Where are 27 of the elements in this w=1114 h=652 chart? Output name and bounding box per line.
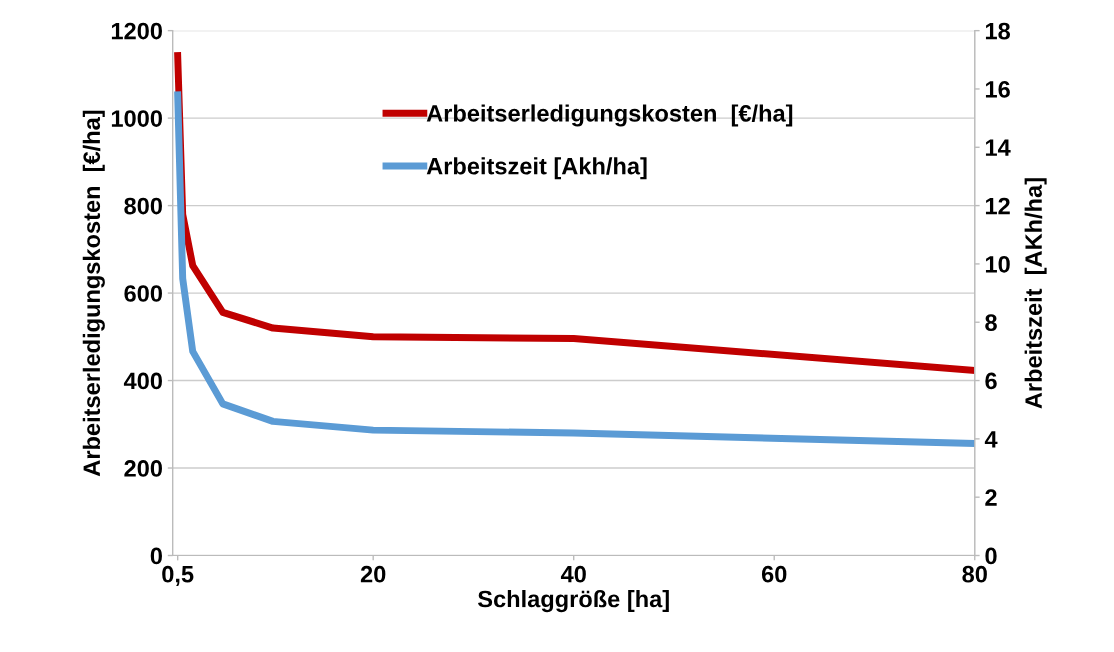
y2-tick-label: 2 <box>985 489 997 506</box>
y2-axis-title: Arbeitszeit [AKh/ha] <box>1024 178 1047 409</box>
y-tick-label: 0 <box>150 547 162 565</box>
y2-tick-label: 0 <box>985 547 997 565</box>
legend-label: Arbeitszeit [Akh/ha] <box>426 157 647 180</box>
y-axis-title: Arbeitserledigungskosten [€/ha] <box>82 110 105 477</box>
y2-tick-label: 6 <box>985 372 997 390</box>
legend-label: Arbeitserledigungskosten [€/ha] <box>426 104 793 127</box>
y2-tick-label: 18 <box>985 22 1011 40</box>
y-tick-label: 1200 <box>111 22 162 40</box>
y-tick-label: 600 <box>124 285 162 302</box>
x-axis-title: Schlaggröße [ha] <box>477 590 669 613</box>
y2-tick-label: 16 <box>985 81 1010 98</box>
y2-tick-label: 8 <box>985 314 997 332</box>
y2-tick-label: 12 <box>985 197 1010 215</box>
x-tick-label: 80 <box>962 565 987 583</box>
x-tick-label: 20 <box>360 565 386 583</box>
y-tick-label: 200 <box>124 460 162 477</box>
y-tick-label: 800 <box>124 197 162 215</box>
y2-tick-label: 10 <box>985 255 1010 273</box>
y-tick-label: 400 <box>123 372 162 390</box>
y-tick-label: 1000 <box>111 110 162 127</box>
x-tick-label: 0,5 <box>162 565 194 586</box>
y2-tick-label: 14 <box>985 139 1011 156</box>
x-tick-label: 60 <box>761 565 787 583</box>
x-tick-label: 40 <box>560 565 586 583</box>
y2-tick-label: 4 <box>984 431 998 448</box>
